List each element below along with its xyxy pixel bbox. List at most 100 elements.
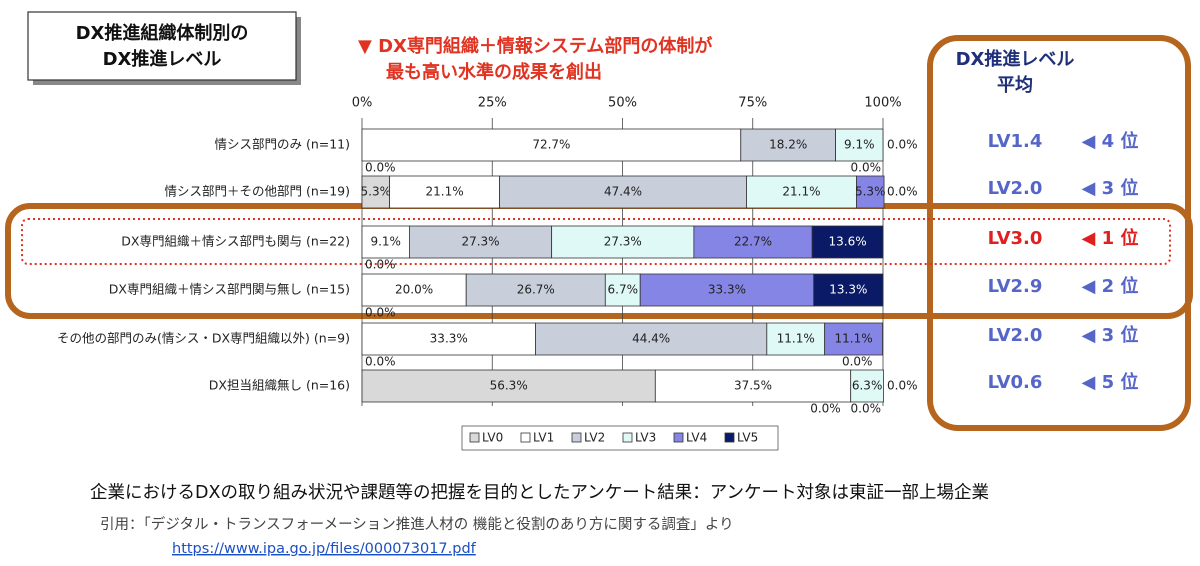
value-label: 56.3%: [490, 379, 528, 393]
bar-segment: [850, 369, 884, 403]
bar-segment: [811, 225, 884, 259]
value-label: 72.7%: [532, 138, 570, 152]
value-label: 0.0%: [810, 402, 841, 416]
value-label: 9.1%: [370, 235, 401, 249]
value-label: 33.3%: [430, 332, 468, 346]
summary-level: LV2.0: [988, 325, 1043, 346]
summary-rank: ◀ 5 位: [1082, 371, 1139, 393]
chart-title: DX推進レベル: [103, 48, 222, 70]
summary-header: DX推進レベル: [956, 48, 1075, 70]
legend-swatch: [673, 432, 684, 443]
value-label: 5.3%: [855, 185, 886, 199]
value-label: 27.3%: [461, 235, 499, 249]
bar-segment: [746, 175, 857, 209]
summary-rank: ◀ 2 位: [1082, 275, 1139, 297]
bar-segment: [409, 225, 553, 259]
value-label: 0.0%: [365, 355, 396, 369]
legend-swatch: [571, 432, 582, 443]
bar-segment: [535, 322, 768, 356]
value-label: 37.5%: [734, 379, 772, 393]
category-label: DX担当組織無し (n=16): [209, 378, 350, 393]
citation: 引用：「デジタル・トランスフォーメーション推進人材の 機能と役割のあり方に関する…: [100, 515, 734, 533]
value-label: 0.0%: [887, 185, 918, 199]
category-label: DX専門組織＋情シス部門も関与 (n=22): [121, 234, 350, 249]
value-label: 0.0%: [842, 355, 873, 369]
value-label: 0.0%: [887, 379, 918, 393]
legend-label: LV5: [737, 431, 758, 445]
summary-level: LV2.9: [988, 276, 1043, 297]
x-tick-label: 50%: [608, 96, 637, 111]
legend-label: LV2: [584, 431, 605, 445]
url[interactable]: https://www.ipa.go.jp/files/000073017.pd…: [172, 541, 477, 557]
annotation: 最も高い水準の成果を創出: [386, 61, 602, 83]
bar-segment: [465, 273, 606, 307]
bar-segment: [639, 273, 815, 307]
caption: 企業におけるDXの取り組み状況や課題等の把握を目的としたアンケート結果：アンケー…: [90, 483, 989, 503]
summary-level: LV2.0: [988, 178, 1043, 199]
x-tick-label: 75%: [738, 96, 767, 111]
value-label: 6.7%: [608, 283, 639, 297]
value-label: 26.7%: [517, 283, 555, 297]
value-label: 11.1%: [835, 332, 873, 346]
value-label: 33.3%: [708, 283, 746, 297]
x-tick-label: 0%: [352, 96, 373, 111]
bar-segment: [361, 128, 742, 162]
bar-segment: [361, 273, 467, 307]
category-label: DX専門組織＋情シス部門関与無し (n=15): [109, 282, 350, 297]
summary-rank: ◀ 3 位: [1082, 324, 1139, 346]
bar-segment: [361, 175, 391, 209]
summary-level: LV3.0: [988, 228, 1043, 249]
legend-label: LV1: [533, 431, 554, 445]
bar-segment: [740, 128, 836, 162]
bar-segment: [499, 175, 747, 209]
value-label: 6.3%: [852, 379, 883, 393]
summary-rank: ◀ 1 位: [1082, 227, 1139, 249]
value-label: 0.0%: [851, 402, 882, 416]
value-label: 20.0%: [395, 283, 433, 297]
legend-label: LV4: [686, 431, 707, 445]
x-tick-label: 25%: [478, 96, 507, 111]
value-label: 9.1%: [844, 138, 875, 152]
bar-segment: [835, 128, 884, 162]
bar-segment: [824, 322, 883, 356]
value-label: 5.3%: [361, 185, 392, 199]
value-label: 11.1%: [777, 332, 815, 346]
value-label: 13.3%: [829, 283, 867, 297]
legend-swatch: [469, 432, 480, 443]
bar-segment: [654, 369, 852, 403]
value-label: 21.1%: [782, 185, 820, 199]
value-label: 44.4%: [632, 332, 670, 346]
summary-frame: [927, 35, 1191, 431]
value-label: 0.0%: [365, 258, 396, 272]
category-label: 情シス部門のみ (n=11): [214, 137, 350, 152]
legend-label: LV3: [635, 431, 656, 445]
category-label: 情シス部門＋その他部門 (n=19): [164, 184, 350, 199]
summary-rank: ◀ 3 位: [1082, 177, 1139, 199]
value-label: 0.0%: [365, 161, 396, 175]
bar-segment: [693, 225, 813, 259]
value-label: 47.4%: [604, 185, 642, 199]
x-tick-label: 100%: [864, 96, 901, 111]
value-label: 21.1%: [426, 185, 464, 199]
value-label: 0.0%: [887, 138, 918, 152]
bar-segment: [389, 175, 500, 209]
bar-segment: [856, 175, 885, 209]
bar-segment: [813, 273, 884, 307]
bar-segment: [604, 273, 641, 307]
value-label: 13.6%: [829, 235, 867, 249]
value-label: 0.0%: [365, 306, 396, 320]
summary-rank: ◀ 4 位: [1082, 130, 1139, 152]
title-box: [27, 11, 297, 81]
summary-level: LV1.4: [988, 131, 1043, 152]
bar-segment: [361, 369, 656, 403]
value-label: 22.7%: [734, 235, 772, 249]
legend-swatch: [622, 432, 633, 443]
value-label: 0.0%: [851, 161, 882, 175]
annotation: ▼ DX専門組織＋情報システム部門の体制が: [358, 35, 712, 57]
bar-segment: [361, 322, 536, 356]
category-label: その他の部門のみ(情シス・DX専門組織以外) (n=9): [57, 331, 350, 346]
value-label: 27.3%: [604, 235, 642, 249]
summary-level: LV0.6: [988, 372, 1043, 393]
